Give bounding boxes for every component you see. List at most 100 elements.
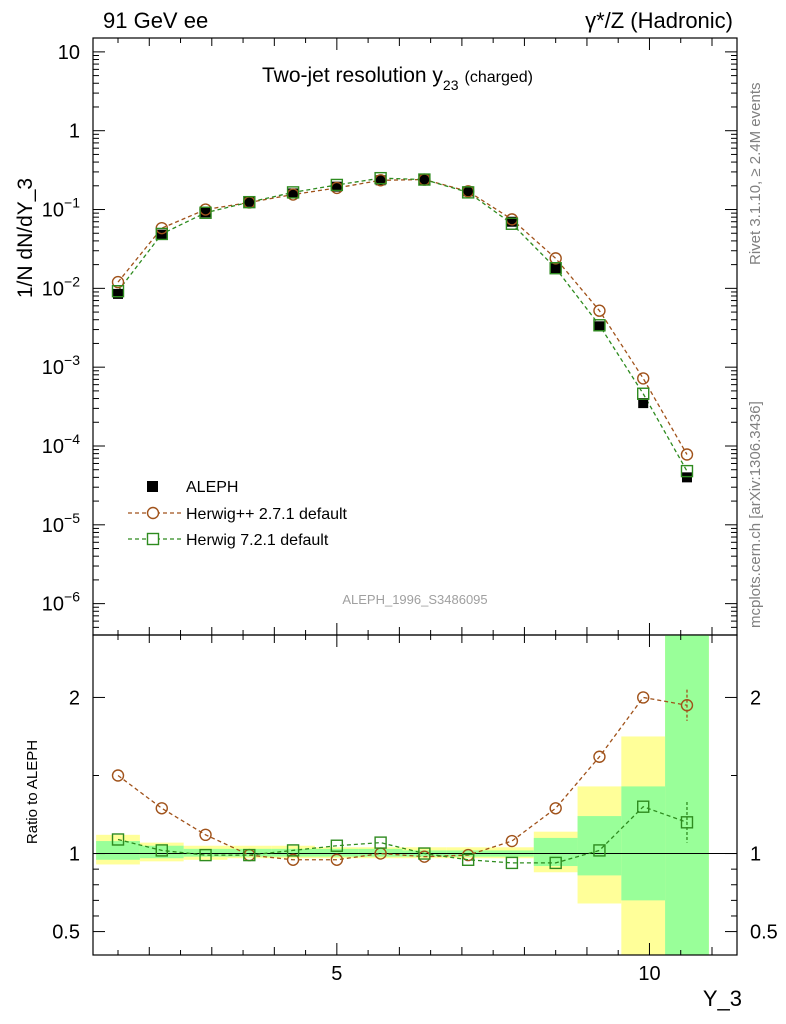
y-tick-label: 10−6 [42, 589, 80, 616]
legend-marker-herwigpp [146, 506, 160, 520]
ratio-point-herwig7 [593, 844, 606, 857]
y-tick-label: 10 [58, 42, 80, 64]
ratio-point-herwigpp [549, 802, 562, 815]
data-point-aleph [638, 398, 649, 409]
ratio-point-herwig7 [549, 856, 562, 870]
data-point-herwigpp [593, 304, 606, 317]
data-point-herwig7 [374, 171, 387, 185]
data-point-herwig7 [111, 285, 125, 298]
ratio-plot: 5 10 0.5 0.5 1 1 2 2 Ratio to ALEPH Y_3 [24, 634, 778, 1011]
uncertainty-band-green [183, 848, 228, 857]
data-point-aleph [463, 186, 474, 197]
analysis-watermark: ALEPH_1996_S3486095 [342, 592, 487, 607]
ratio-point-herwig7 [461, 853, 475, 866]
ratio-point-herwig7 [418, 847, 431, 860]
data-point-aleph [419, 174, 430, 185]
data-point-herwigpp [680, 448, 694, 461]
ratio-y-tick-label-right: 1 [750, 844, 761, 866]
main-ylabel: 1/N dN/dY_3 [14, 178, 37, 298]
ratio-point-herwig7 [286, 844, 300, 857]
ratio-plot-frame [92, 634, 738, 956]
ratio-y-tick-label-right: 0.5 [750, 922, 778, 944]
ratio-y-tick-label: 2 [69, 687, 80, 709]
main-plot: 10−6 10−5 10−4 10−3 10−2 10−1 1 10 Two-jet reso… [14, 37, 738, 636]
header-left: 91 GeV ee [103, 8, 208, 33]
data-point-herwig7 [330, 178, 344, 192]
x-tick-label: 10 [638, 963, 660, 985]
data-point-herwig7 [461, 186, 475, 199]
legend-marker-herwig7 [146, 532, 160, 546]
ratio-point-herwigpp [637, 691, 650, 704]
data-point-aleph [244, 196, 255, 207]
data-point-aleph [550, 263, 561, 274]
legend-label-aleph: ALEPH [186, 479, 238, 496]
data-point-herwigpp [549, 252, 562, 265]
ratio-line-herwigpp [117, 696, 688, 861]
ratio-point-herwigpp [155, 802, 168, 815]
header-right: γ*/Z (Hadronic) [585, 8, 733, 33]
data-point-aleph [288, 188, 299, 199]
y-tick-label: 10−2 [42, 273, 80, 300]
ratio-point-herwig7 [155, 844, 168, 857]
data-point-herwig7 [199, 206, 212, 219]
series-line-herwigpp [117, 178, 688, 455]
y-tick-label: 10−4 [42, 431, 80, 458]
ratio-y-tick-label: 0.5 [52, 922, 80, 944]
x-axis-label: Y_3 [703, 986, 742, 1011]
data-point-aleph [156, 229, 167, 240]
uncertainty-band-green [665, 635, 709, 955]
ratio-ylabel: Ratio to ALEPH [24, 740, 41, 844]
ratio-point-herwigpp [505, 834, 519, 848]
ratio-point-herwig7 [199, 848, 212, 862]
series-line-herwig7 [117, 177, 688, 472]
data-point-herwig7 [243, 195, 256, 209]
data-point-aleph [506, 216, 517, 227]
legend-marker-aleph [147, 481, 158, 492]
main-title: Two-jet resolution y23 (charged) [262, 64, 533, 93]
ratio-y-tick-label: 1 [69, 844, 80, 866]
uncertainty-band-green [533, 837, 578, 867]
data-point-aleph [681, 472, 692, 483]
data-point-herwig7 [505, 217, 519, 230]
uncertainty-band-green [358, 848, 403, 857]
data-point-herwig7 [155, 227, 168, 241]
ratio-point-herwigpp [111, 769, 125, 782]
ratio-point-herwig7 [680, 816, 694, 829]
x-tick-label: 5 [331, 963, 342, 985]
rivet-label: Rivet 3.1.10, ≥ 2.4M events [747, 83, 764, 266]
data-point-herwig7 [549, 262, 562, 275]
ratio-y-tick-label-right: 2 [750, 687, 761, 709]
data-point-aleph [113, 288, 124, 299]
legend-label-herwig7: Herwig 7.2.1 default [186, 532, 329, 549]
ratio-point-herwig7 [637, 800, 650, 813]
legend-label-herwigpp: Herwig++ 2.7.1 default [186, 506, 348, 523]
ratio-point-herwigpp [199, 828, 212, 842]
y-tick-label: 10−5 [42, 510, 80, 537]
y-tick-label: 10−3 [42, 352, 80, 379]
data-point-aleph [331, 181, 342, 192]
y-tick-label: 1 [69, 121, 80, 143]
data-point-herwig7 [418, 173, 431, 186]
ratio-point-herwig7 [330, 839, 344, 852]
data-point-herwigpp [111, 275, 125, 289]
data-point-herwig7 [286, 186, 300, 199]
ratio-line-herwig7 [117, 805, 688, 864]
uncertainty-band-green [96, 841, 140, 860]
data-point-aleph [594, 321, 605, 332]
ratio-point-herwig7 [243, 848, 256, 862]
data-point-aleph [375, 175, 386, 186]
data-point-herwig7 [680, 464, 694, 478]
uncertainty-band-green [577, 816, 622, 876]
ratio-point-herwig7 [505, 856, 519, 870]
uncertainty-band-green [314, 848, 359, 857]
ratio-point-herwig7 [111, 833, 125, 846]
uncertainty-band-green [271, 848, 315, 857]
y-tick-label: 10−1 [42, 195, 80, 222]
uncertainty-band-green [139, 845, 184, 859]
ratio-point-herwigpp [680, 699, 694, 712]
data-point-herwig7 [637, 387, 650, 400]
legend: ALEPH Herwig++ 2.7.1 default Herwig 7.2.… [128, 479, 348, 549]
uncertainty-band-green [227, 848, 272, 857]
data-point-aleph [200, 207, 211, 218]
